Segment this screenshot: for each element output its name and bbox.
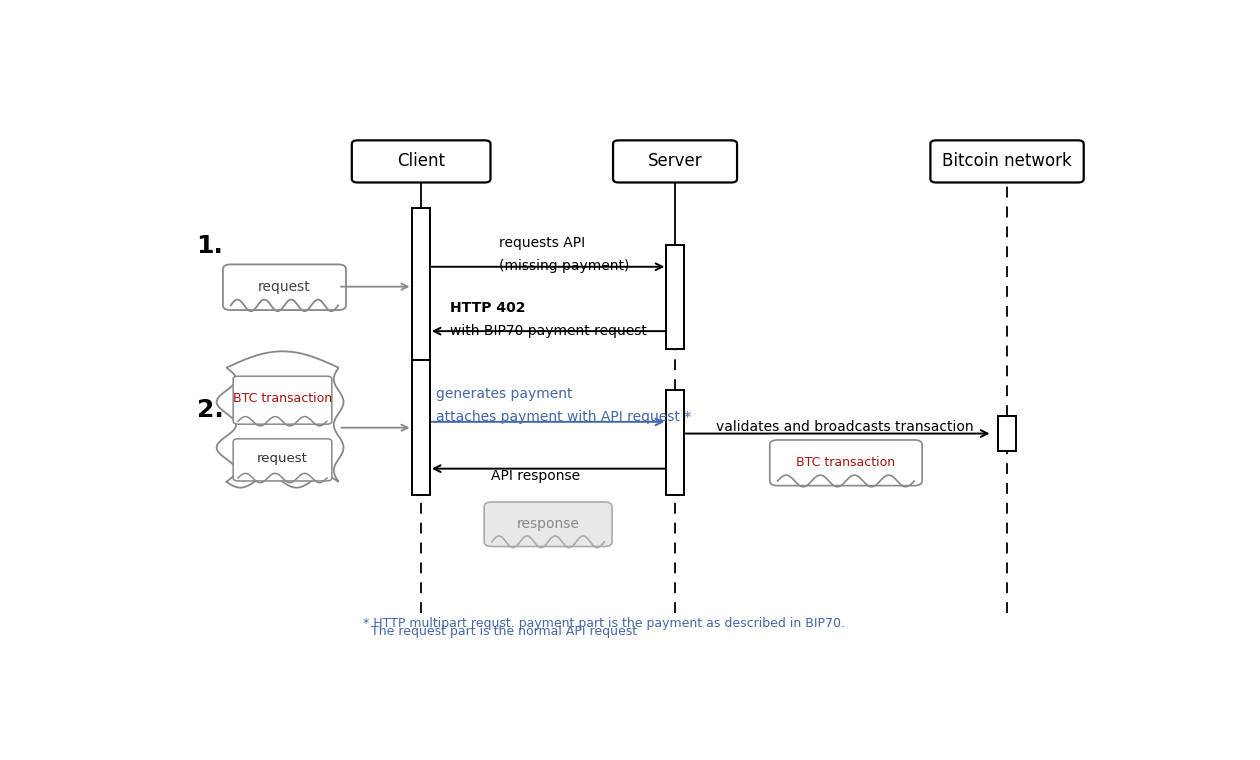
Text: The request part is the normal API request: The request part is the normal API reque… — [363, 625, 636, 638]
Text: response: response — [517, 517, 580, 530]
Text: request: request — [258, 280, 311, 293]
Bar — [998, 416, 1016, 451]
Text: BTC transaction: BTC transaction — [233, 392, 333, 405]
Bar — [667, 245, 684, 349]
Text: BTC transaction: BTC transaction — [796, 456, 896, 469]
Text: Server: Server — [648, 153, 702, 170]
Bar — [412, 360, 430, 495]
FancyBboxPatch shape — [233, 376, 331, 424]
Text: Bitcoin network: Bitcoin network — [942, 153, 1072, 170]
FancyBboxPatch shape — [484, 502, 612, 546]
Text: generates payment: generates payment — [436, 387, 572, 401]
Text: API response: API response — [491, 469, 581, 483]
Text: HTTP 402: HTTP 402 — [451, 301, 525, 315]
FancyBboxPatch shape — [930, 141, 1084, 182]
FancyBboxPatch shape — [352, 141, 490, 182]
Text: 1.: 1. — [197, 234, 223, 258]
Text: (missing payment): (missing payment) — [499, 259, 630, 273]
Text: Client: Client — [397, 153, 445, 170]
Text: * HTTP multipart requst. payment part is the payment as described in BIP70.: * HTTP multipart requst. payment part is… — [363, 616, 844, 629]
Text: 2.: 2. — [197, 398, 223, 422]
Bar — [412, 208, 430, 360]
PathPatch shape — [217, 351, 344, 488]
FancyBboxPatch shape — [233, 439, 331, 481]
Text: validates and broadcasts transaction: validates and broadcasts transaction — [716, 420, 974, 433]
Text: with BIP70 payment request: with BIP70 payment request — [451, 324, 648, 337]
Text: request: request — [257, 452, 307, 465]
Bar — [667, 390, 684, 495]
FancyBboxPatch shape — [223, 264, 346, 310]
Text: requests API: requests API — [499, 236, 586, 250]
FancyBboxPatch shape — [770, 440, 922, 486]
FancyBboxPatch shape — [614, 141, 737, 182]
Text: attaches payment with API request *: attaches payment with API request * — [436, 410, 690, 423]
